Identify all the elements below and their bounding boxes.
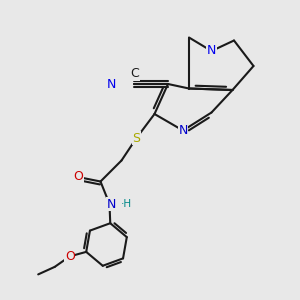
Text: O: O [65,250,75,263]
Text: S: S [133,131,140,145]
Text: N: N [207,44,216,58]
Text: C: C [130,67,140,80]
Text: N: N [106,197,116,211]
Text: ·H: ·H [121,199,133,209]
Text: N: N [178,124,188,137]
Text: O: O [73,170,83,184]
Text: N: N [106,77,116,91]
